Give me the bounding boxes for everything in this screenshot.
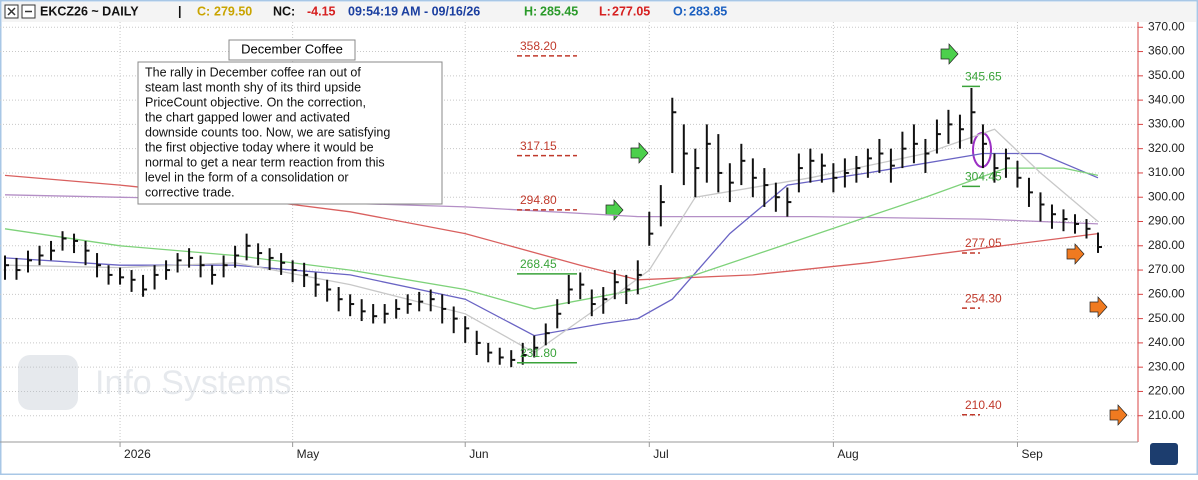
green-arrow (940, 43, 959, 65)
target-label: 317.15 (520, 139, 557, 153)
y-tick-label: 270.00 (1148, 262, 1185, 276)
x-tick-label: 2026 (124, 447, 151, 461)
header-bar (2, 2, 1196, 22)
y-tick-label: 230.00 (1148, 359, 1185, 373)
y-tick-label: 290.00 (1148, 214, 1185, 228)
target-label: 358.20 (520, 39, 557, 53)
note-title: December Coffee (241, 41, 343, 56)
low-value: 277.05 (612, 4, 650, 18)
qt-logo (1150, 443, 1178, 465)
y-tick-label: 300.00 (1148, 189, 1185, 203)
note-line: corrective trade. (145, 185, 235, 199)
high-value: 285.45 (540, 4, 578, 18)
y-tick-label: 320.00 (1148, 141, 1185, 155)
target-label: 231.80 (520, 346, 557, 360)
note-line: The rally in December coffee ran out of (145, 65, 361, 79)
close-label: C: (197, 4, 210, 18)
note-line: downside counts too. Now, we are satisfy… (145, 125, 390, 139)
green-arrow (630, 142, 649, 164)
target-label: 254.30 (965, 291, 1002, 305)
change-label: NC: (273, 4, 295, 18)
orange-arrow (1109, 404, 1128, 426)
low-label: L: (599, 4, 611, 18)
arrows (605, 43, 1128, 426)
y-tick-label: 250.00 (1148, 311, 1185, 325)
note-title-box (228, 39, 356, 61)
watermark: Info Systems (18, 355, 292, 410)
target-label: 345.65 (965, 70, 1002, 84)
note-line: PriceCount objective. On the correction, (145, 95, 366, 109)
change-value: -4.15 (307, 4, 336, 18)
y-tick-label: 340.00 (1148, 92, 1185, 106)
watermark-text: Info Systems (95, 364, 292, 402)
y-tick-label: 350.00 (1148, 68, 1185, 82)
orange-arrow (1089, 296, 1108, 318)
close-value: 279.50 (214, 4, 252, 18)
note-line: normal to get a near term reaction from … (145, 155, 385, 169)
target-label: 304.45 (965, 170, 1002, 184)
close-glyph (7, 7, 16, 16)
moving-average (4, 152, 1099, 337)
note-line: the chart gapped lower and activated (145, 110, 350, 124)
target-label: 294.80 (520, 193, 557, 207)
x-tick-label: Jun (469, 447, 488, 461)
y-tick-label: 360.00 (1148, 44, 1185, 58)
y-tick-label: 280.00 (1148, 238, 1185, 252)
orange-arrow (1066, 243, 1085, 265)
y-tick-label: 240.00 (1148, 335, 1185, 349)
y-tick-label: 370.00 (1148, 19, 1185, 33)
y-tick-label: 310.00 (1148, 165, 1185, 179)
open-value: 283.85 (689, 4, 727, 18)
target-label: 277.05 (965, 236, 1002, 250)
y-tick-label: 220.00 (1148, 384, 1185, 398)
x-tick-label: Aug (837, 447, 858, 461)
note-line: the first objective today where it would… (145, 140, 374, 154)
target-label: 210.40 (965, 398, 1002, 412)
note: December Coffee The rally in December co… (137, 39, 443, 205)
note-box (137, 61, 443, 205)
x-tick-label: Sep (1021, 447, 1043, 461)
target-label: 268.45 (520, 257, 557, 271)
note-line: steam last month shy of its third upside (145, 80, 361, 94)
y-tick-label: 260.00 (1148, 287, 1185, 301)
watermark-logo (18, 355, 78, 410)
separator: | (178, 4, 182, 18)
x-tick-label: Jul (653, 447, 668, 461)
note-line: level in the form of a consolidation or (145, 170, 349, 184)
time: 09:54:19 AM - 09/16/26 (348, 4, 480, 18)
x-tick-label: May (297, 447, 320, 461)
symbol: EKCZ26 ~ DAILY (40, 4, 139, 18)
high-label: H: (524, 4, 537, 18)
y-tick-label: 210.00 (1148, 408, 1185, 422)
open-label: O: (673, 4, 687, 18)
y-tick-label: 330.00 (1148, 117, 1185, 131)
